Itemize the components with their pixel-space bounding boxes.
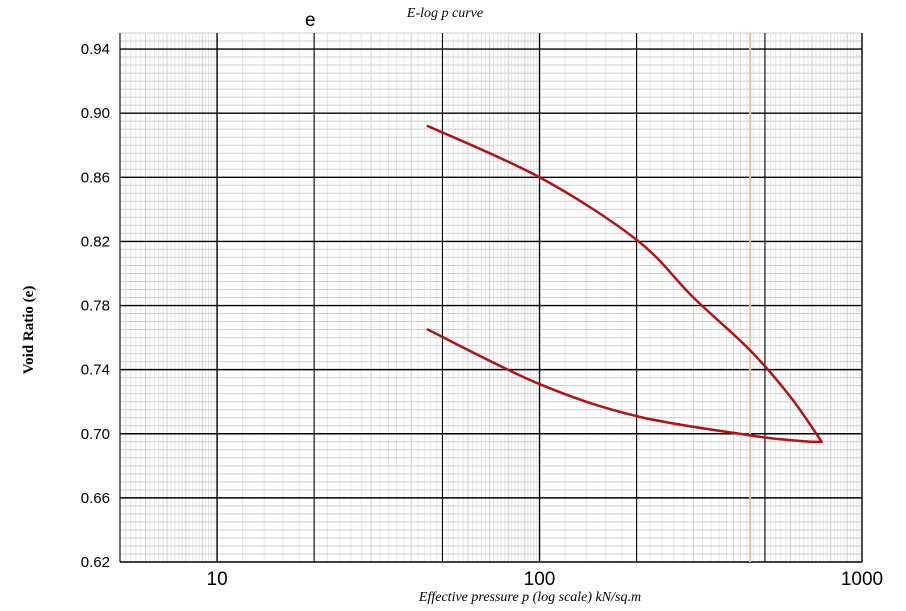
major-gridlines xyxy=(119,33,863,563)
y-tick-label: 0.78 xyxy=(81,298,110,315)
y-tick-label: 0.70 xyxy=(81,426,110,443)
series-line-1 xyxy=(426,124,823,444)
series-layer xyxy=(426,124,823,444)
y-tick-label: 0.62 xyxy=(81,554,110,571)
tick-labels: 0.62 0.66 0.70 0.74 0.78 0.82 0.86 0.90 0.94 10 10… xyxy=(81,41,883,590)
y-tick-label: 0.94 xyxy=(81,41,110,58)
chart-title: E-log p curve xyxy=(406,6,483,21)
series-line-2 xyxy=(426,328,823,444)
y-tick-label: 0.74 xyxy=(81,362,110,379)
y-axis-label: Void Ratio (e) xyxy=(21,286,37,375)
y-tick-label: 0.66 xyxy=(81,490,110,507)
x-tick-label: 1000 xyxy=(841,569,883,590)
y-tick-label: 0.86 xyxy=(81,169,110,186)
x-axis-label: Effective pressure p (log scale) kN/sq.m xyxy=(418,590,641,605)
y-tick-label: 0.90 xyxy=(81,105,110,122)
x-tick-label: 10 xyxy=(207,569,228,590)
corner-label: e xyxy=(305,10,316,31)
x-tick-label: 100 xyxy=(524,569,556,590)
y-tick-label: 0.82 xyxy=(81,233,110,250)
